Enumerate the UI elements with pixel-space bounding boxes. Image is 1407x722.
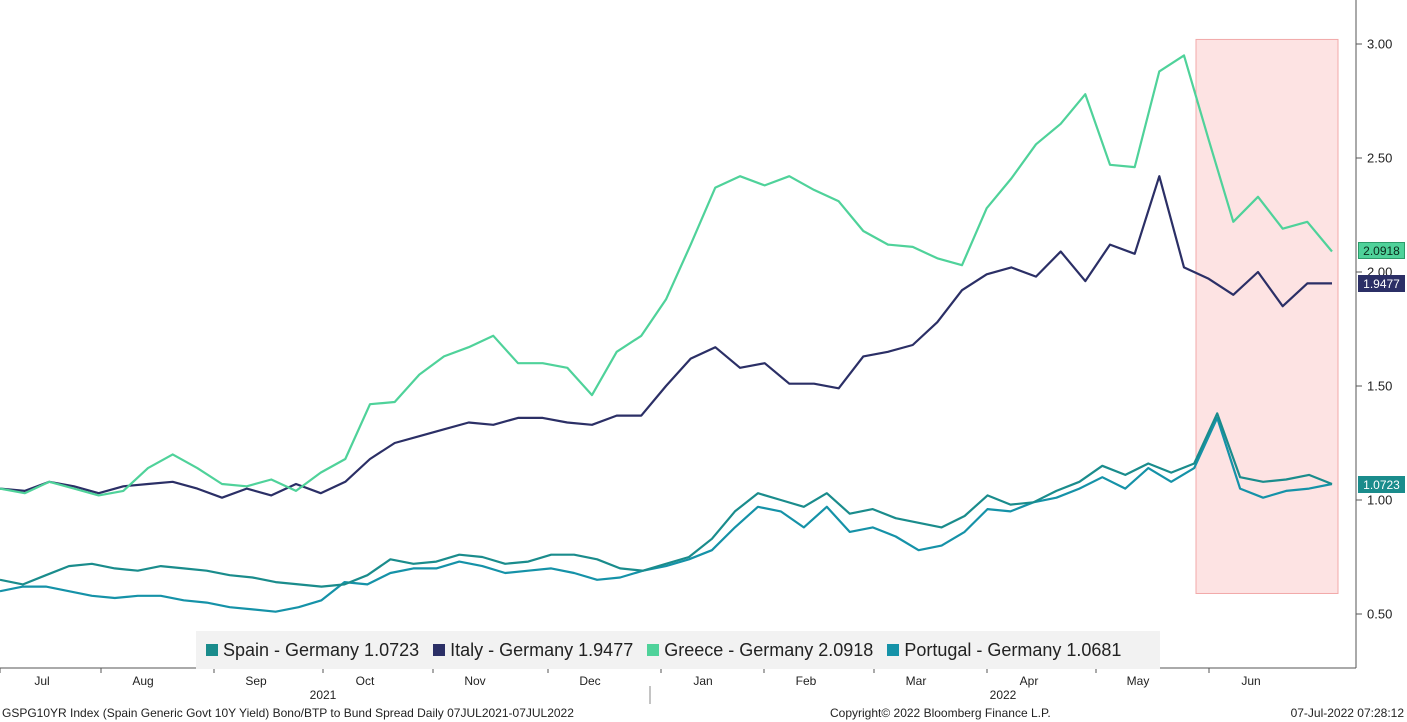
series-line-spain — [0, 412, 1333, 588]
x-tick-label: Apr — [1020, 674, 1039, 688]
x-year-label: 2022 — [990, 688, 1017, 702]
y-tick-label: 1.50 — [1367, 379, 1392, 394]
x-tick-label: Mar — [906, 674, 927, 688]
highlight-region — [1195, 38, 1339, 594]
y-tick-label: 3.00 — [1367, 37, 1392, 52]
x-tick-label: Feb — [796, 674, 817, 688]
legend-swatch-spain — [206, 644, 218, 656]
legend-item-spain: Spain - Germany 1.0723 — [206, 640, 419, 661]
x-tick-label: Jan — [693, 674, 712, 688]
x-tick-label: Jul — [34, 674, 49, 688]
y-tick-label: 0.50 — [1367, 607, 1392, 622]
legend-swatch-italy — [433, 644, 446, 656]
legend-label-greece: Greece - Germany 2.0918 — [664, 639, 874, 660]
x-tick-label: Oct — [356, 674, 375, 688]
series-line-greece — [0, 54, 1333, 497]
legend-swatch-portugal — [887, 644, 900, 656]
legend-item-portugal: Portugal - Germany 1.0681 — [887, 640, 1121, 661]
x-tick-layer: Jul Aug Sep Oct Nov Dec Jan Feb Mar Apr May Jun 2021… — [0, 668, 1261, 702]
last-value-spain: 1.0723 — [1358, 476, 1405, 493]
x-tick-label: Jun — [1241, 674, 1260, 688]
x-year-label: 2021 — [310, 688, 337, 702]
highlight-region-layer — [1195, 38, 1339, 594]
last-value-italy: 1.9477 — [1358, 275, 1405, 292]
y-tick-layer: 3.002.502.001.501.000.50 — [1356, 37, 1392, 622]
x-tick-label: May — [1127, 674, 1150, 688]
y-tick-label: 1.00 — [1367, 493, 1392, 508]
legend-label-spain: Spain - Germany 1.0723 — [223, 639, 420, 660]
x-tick-label: Dec — [579, 674, 600, 688]
series-line-italy — [0, 175, 1332, 499]
series-layer — [0, 54, 1333, 613]
series-line-portugal — [0, 416, 1333, 613]
footer-source: GSPG10YR Index (Spain Generic Govt 10Y Y… — [2, 706, 574, 720]
legend-item-greece: Greece - Germany 2.0918 — [647, 640, 873, 661]
legend-label-italy: Italy - Germany 1.9477 — [450, 639, 634, 660]
x-tick-label: Sep — [245, 674, 267, 688]
x-tick-label: Nov — [464, 674, 485, 688]
chart-legend: Spain - Germany 1.0723 Italy - Germany 1… — [196, 631, 1160, 669]
legend-item-italy: Italy - Germany 1.9477 — [433, 640, 633, 661]
y-tick-label: 2.50 — [1367, 151, 1392, 166]
legend-swatch-greece — [647, 644, 660, 656]
last-value-greece: 2.0918 — [1358, 242, 1405, 259]
footer-timestamp: 07-Jul-2022 07:28:12 — [1290, 706, 1404, 720]
footer-copyright: Copyright© 2022 Bloomberg Finance L.P. — [830, 706, 1051, 720]
x-tick-label: Aug — [132, 674, 153, 688]
legend-label-portugal: Portugal - Germany 1.0681 — [904, 639, 1122, 660]
